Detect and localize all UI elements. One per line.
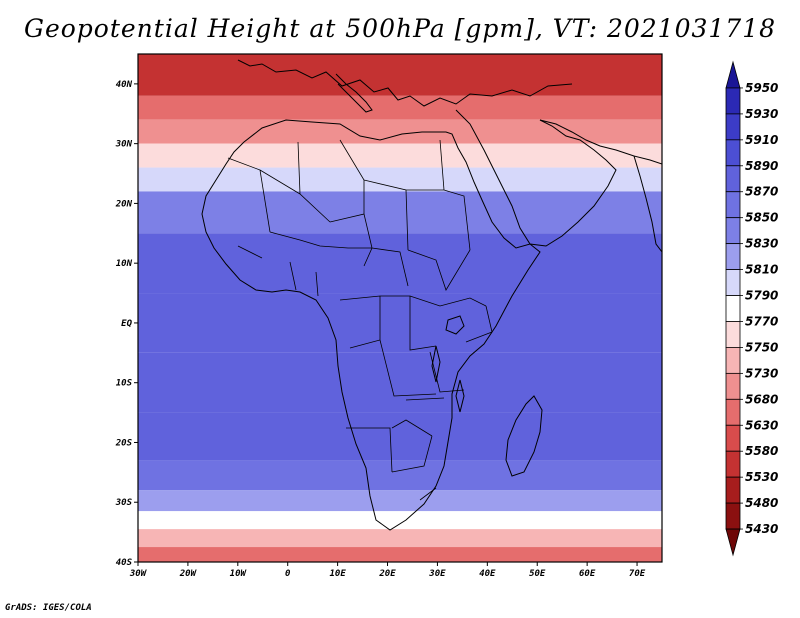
colorbar-swatch bbox=[725, 321, 741, 348]
colorbar-label: 5430 bbox=[745, 522, 778, 536]
colorbar-swatch bbox=[725, 398, 741, 426]
colorbar-label: 5730 bbox=[745, 366, 778, 380]
field-band bbox=[138, 293, 662, 353]
x-tick-label: 20W bbox=[179, 569, 198, 579]
field-band bbox=[138, 352, 662, 413]
y-tick-label: 20N bbox=[115, 199, 133, 209]
colorbar-label: 5530 bbox=[745, 470, 778, 484]
colorbar-swatch bbox=[725, 450, 741, 478]
iran-coast bbox=[539, 119, 662, 165]
y-tick-label: 20S bbox=[115, 438, 133, 448]
y-axis-ticks: 40N 30N 20N 10N EQ 10S 20S 30S 40S bbox=[115, 80, 138, 568]
country-borders bbox=[227, 139, 493, 501]
colorbar: 5950 5930 5910 5890 5870 5850 5830 5810 5790 5770… bbox=[725, 60, 778, 557]
colorbar-bottom-arrow bbox=[725, 528, 741, 557]
y-tick-label: 30S bbox=[115, 498, 133, 508]
grads-credit: GrADS: IGES/COLA bbox=[5, 603, 92, 613]
colorbar-label: 5680 bbox=[745, 392, 778, 406]
y-tick-label: 10N bbox=[116, 259, 133, 269]
x-tick-label: 30W bbox=[129, 569, 148, 579]
colorbar-swatch bbox=[725, 191, 741, 219]
colorbar-label: 5830 bbox=[745, 237, 778, 251]
x-tick-label: 20E bbox=[378, 569, 396, 579]
colorbar-label: 5750 bbox=[745, 340, 778, 354]
arabia-coast bbox=[455, 109, 617, 247]
field-band bbox=[138, 511, 662, 530]
colorbar-label: 5890 bbox=[745, 159, 778, 173]
field-band bbox=[138, 547, 662, 562]
field-band bbox=[138, 490, 662, 512]
x-tick-label: 40E bbox=[479, 569, 496, 579]
field-band bbox=[138, 460, 662, 491]
colorbar-swatch bbox=[725, 502, 741, 530]
y-tick-label: 30N bbox=[115, 140, 133, 150]
border-lines bbox=[227, 139, 493, 501]
italy-coast bbox=[335, 73, 373, 113]
field-band bbox=[138, 191, 662, 234]
colorbar-swatch bbox=[725, 243, 741, 270]
colorbar-label: 5910 bbox=[745, 133, 778, 147]
colorbar-top-arrow bbox=[725, 60, 741, 89]
colorbar-swatch bbox=[725, 424, 741, 452]
colorbar-swatch bbox=[725, 165, 741, 193]
height-field bbox=[138, 54, 662, 562]
colorbar-label: 5870 bbox=[745, 185, 778, 199]
lake-tanganyika bbox=[431, 345, 441, 383]
colorbar-swatch bbox=[725, 139, 741, 167]
x-tick-label: 10W bbox=[230, 569, 248, 579]
colorbar-swatch bbox=[725, 269, 741, 296]
colorbar-swatch bbox=[725, 217, 741, 245]
x-tick-label: 60E bbox=[579, 569, 596, 579]
field-band bbox=[138, 119, 662, 144]
x-tick-label: 0 bbox=[285, 569, 291, 579]
colorbar-label: 5480 bbox=[745, 496, 778, 510]
europe-coast bbox=[237, 59, 573, 107]
field-band bbox=[138, 412, 662, 461]
y-tick-label: 10S bbox=[116, 379, 133, 389]
field-band bbox=[138, 233, 662, 294]
x-tick-label: 70E bbox=[629, 569, 646, 579]
map-frame bbox=[137, 53, 663, 563]
india-coast bbox=[633, 155, 662, 253]
colorbar-label: 5950 bbox=[745, 81, 778, 95]
field-band bbox=[138, 167, 662, 192]
colorbar-label: 5770 bbox=[745, 314, 778, 328]
field-band bbox=[138, 143, 662, 168]
map-title: Geopotential Height at 500hPa [gpm], VT:… bbox=[23, 14, 777, 43]
colorbar-swatch bbox=[725, 295, 741, 322]
colorbar-swatch bbox=[725, 87, 741, 115]
y-tick-label: 40N bbox=[116, 80, 133, 90]
x-tick-label: 50E bbox=[529, 569, 546, 579]
colorbar-label: 5810 bbox=[745, 263, 778, 277]
coastlines bbox=[201, 59, 662, 531]
madagascar-coast bbox=[505, 395, 543, 477]
colorbar-label: 5850 bbox=[745, 211, 778, 225]
x-tick-label: 30E bbox=[428, 569, 446, 579]
colorbar-swatch bbox=[725, 476, 741, 504]
colorbar-label: 5630 bbox=[745, 418, 778, 432]
field-band bbox=[138, 54, 662, 96]
colorbar-swatch bbox=[725, 113, 741, 141]
field-band bbox=[138, 529, 662, 548]
x-tick-label: 10E bbox=[329, 569, 346, 579]
colorbar-label: 5930 bbox=[745, 107, 778, 121]
colorbar-label: 5790 bbox=[745, 289, 778, 303]
y-tick-label: 40S bbox=[116, 558, 133, 568]
africa-coast bbox=[201, 119, 541, 531]
lake-victoria bbox=[445, 315, 465, 335]
field-band bbox=[138, 95, 662, 120]
x-axis-ticks: 30W 20W 10W 0 10E 20E 30E 40E 50E 60E 70E bbox=[129, 562, 646, 579]
colorbar-swatch bbox=[725, 347, 741, 374]
colorbar-label: 5580 bbox=[745, 444, 778, 458]
colorbar-swatch bbox=[725, 372, 741, 400]
y-tick-label: EQ bbox=[121, 319, 132, 329]
